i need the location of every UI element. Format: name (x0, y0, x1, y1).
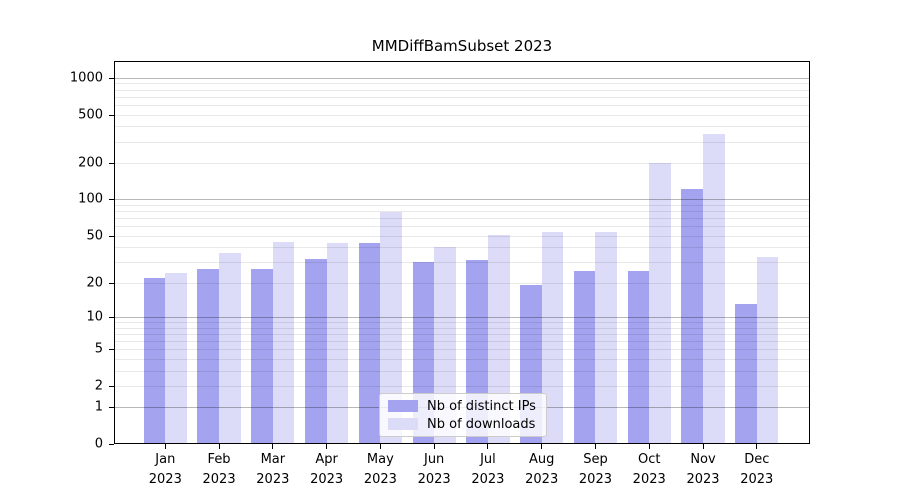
y-tick-label: 10 (86, 309, 103, 325)
x-tick-mark (326, 444, 328, 449)
bar-distinct-ips (358, 243, 381, 444)
x-tick-mark (541, 444, 543, 449)
x-tick-label: Nov 2023 (686, 452, 720, 487)
bar-downloads (703, 134, 725, 444)
bar-distinct-ips (627, 271, 650, 444)
x-tick-mark (594, 444, 596, 449)
y-tick-mark (109, 444, 114, 445)
y-tick-label: 500 (78, 107, 103, 123)
y-tick-label: 5 (94, 341, 103, 357)
legend-label-downloads: Nb of downloads (427, 416, 536, 432)
bar-distinct-ips (143, 277, 166, 444)
y-tick-label: 200 (78, 155, 103, 171)
bars-layer (114, 61, 810, 444)
x-tick-mark (648, 444, 650, 449)
y-tick-mark (109, 235, 114, 237)
x-tick-label: Jan 2023 (148, 452, 182, 487)
bar-distinct-ips (681, 189, 703, 444)
bar-downloads (326, 243, 349, 444)
y-tick-mark (109, 77, 114, 79)
x-tick-label: Oct 2023 (632, 452, 666, 487)
y-tick-mark (109, 349, 114, 351)
y-tick-label: 1000 (69, 70, 103, 86)
x-tick-label: Aug 2023 (525, 452, 559, 487)
y-tick-mark (109, 114, 114, 116)
legend-swatch-downloads (388, 418, 418, 430)
legend-item-downloads: Nb of downloads (388, 416, 536, 432)
x-tick-mark (487, 444, 489, 449)
x-tick-label: May 2023 (363, 452, 397, 487)
x-tick-mark (218, 444, 220, 449)
bar-downloads (756, 257, 779, 444)
y-tick-mark (109, 316, 114, 318)
x-tick-mark (164, 444, 166, 449)
bar-distinct-ips (197, 269, 220, 444)
legend-swatch-distinct-ips (388, 400, 418, 412)
x-tick-mark (702, 444, 704, 449)
y-tick-label: 50 (86, 228, 103, 244)
x-tick-mark (379, 444, 381, 449)
y-tick-mark (109, 385, 114, 387)
x-tick-label: Sep 2023 (578, 452, 612, 487)
y-tick-label: 2 (94, 378, 103, 394)
x-tick-mark (433, 444, 435, 449)
x-tick-label: Apr 2023 (310, 452, 344, 487)
bar-downloads (487, 234, 510, 444)
y-tick-mark (109, 162, 114, 164)
legend: Nb of distinct IPs Nb of downloads (379, 393, 547, 437)
y-tick-label: 1 (94, 399, 103, 415)
bar-distinct-ips (573, 271, 596, 444)
bar-downloads (380, 211, 402, 444)
chart-title: MMDiffBamSubset 2023 (371, 37, 553, 55)
legend-label-distinct-ips: Nb of distinct IPs (427, 398, 536, 414)
x-tick-mark (756, 444, 758, 449)
y-tick-mark (109, 407, 114, 409)
plot-area: 0 1 2 5 10 20 50 100 200 500 1000 Jan 2023 Feb 2023… (70, 61, 810, 487)
y-tick-label: 0 (94, 436, 103, 452)
bar-distinct-ips (251, 269, 273, 444)
x-tick-label: Dec 2023 (740, 452, 774, 487)
bar-downloads (541, 231, 564, 444)
y-tick-label: 20 (86, 275, 103, 291)
bar-downloads (272, 242, 295, 444)
x-tick-label: Feb 2023 (202, 452, 236, 487)
bar-distinct-ips (735, 304, 757, 444)
x-tick-label: Jun 2023 (417, 452, 451, 487)
x-tick-label: Jul 2023 (471, 452, 505, 487)
bar-downloads (165, 273, 187, 444)
x-tick-label: Mar 2023 (256, 452, 290, 487)
bar-downloads (219, 252, 241, 444)
bar-downloads (595, 231, 618, 444)
y-tick-label: 100 (78, 191, 103, 207)
bar-distinct-ips (305, 258, 327, 444)
legend-item-distinct-ips: Nb of distinct IPs (388, 398, 536, 414)
x-tick-mark (272, 444, 274, 449)
bar-downloads (649, 163, 671, 444)
y-tick-mark (109, 282, 114, 284)
y-tick-mark (109, 199, 114, 201)
